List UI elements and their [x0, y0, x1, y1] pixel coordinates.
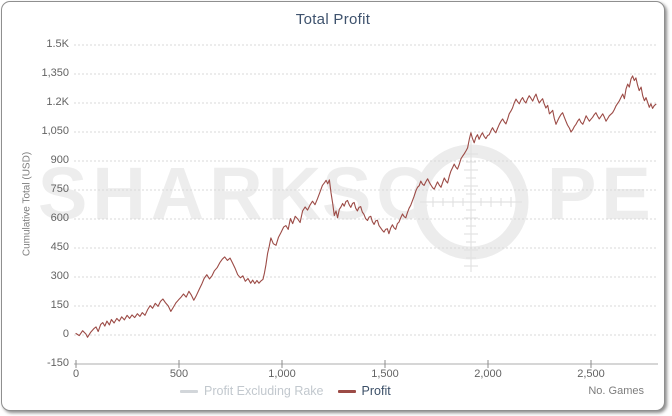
- y-tick-label: -150: [46, 357, 69, 369]
- chart-card: SHARK SC PE: [1, 1, 665, 411]
- sharkscope-watermark: SHARK SC PE: [2, 2, 664, 410]
- y-tick-label: 1.2K: [46, 96, 69, 108]
- y-tick-label: 600: [50, 212, 69, 224]
- x-tick-label: 1,000: [268, 368, 296, 380]
- series-line-profit: [75, 75, 657, 338]
- x-tick-label: 0: [72, 368, 80, 380]
- x-tick-label: 2,000: [474, 368, 502, 380]
- y-tick-label: 1,350: [41, 67, 69, 79]
- watermark-text-shark: SHARK: [38, 152, 327, 235]
- x-tick-label: 2,500: [577, 368, 605, 380]
- y-tick-label: 300: [50, 270, 69, 282]
- x-axis-title: No. Games: [588, 385, 644, 397]
- chart-legend: Profit Excluding Rake Profit: [180, 384, 391, 398]
- scope-reticle-icon: [413, 140, 529, 272]
- legend-item-profit-excluding-rake[interactable]: Profit Excluding Rake: [180, 384, 324, 398]
- y-tick-label: 150: [50, 299, 69, 311]
- legend-item-profit[interactable]: Profit: [337, 384, 391, 398]
- watermark-text-pe: PE: [547, 152, 656, 235]
- y-tick-label: 1.5K: [46, 38, 69, 50]
- watermark-text-sc: SC: [322, 152, 435, 235]
- chart-title: Total Profit: [295, 11, 371, 28]
- legend-label: Profit Excluding Rake: [204, 384, 324, 398]
- x-tick-label: 1,500: [371, 368, 399, 380]
- y-tick-label: 750: [50, 183, 69, 195]
- y-tick-label: 450: [50, 241, 69, 253]
- legend-label: Profit: [361, 384, 391, 398]
- legend-swatch-red-line-icon: [337, 389, 356, 393]
- y-tick-label: 1,050: [41, 125, 69, 137]
- profit-chart-plot: [74, 44, 658, 368]
- y-tick-label: 0: [62, 328, 69, 340]
- y-tick-label: 900: [50, 154, 69, 166]
- x-tick-label: 500: [169, 368, 189, 380]
- legend-swatch-gray-line-icon: [180, 389, 198, 393]
